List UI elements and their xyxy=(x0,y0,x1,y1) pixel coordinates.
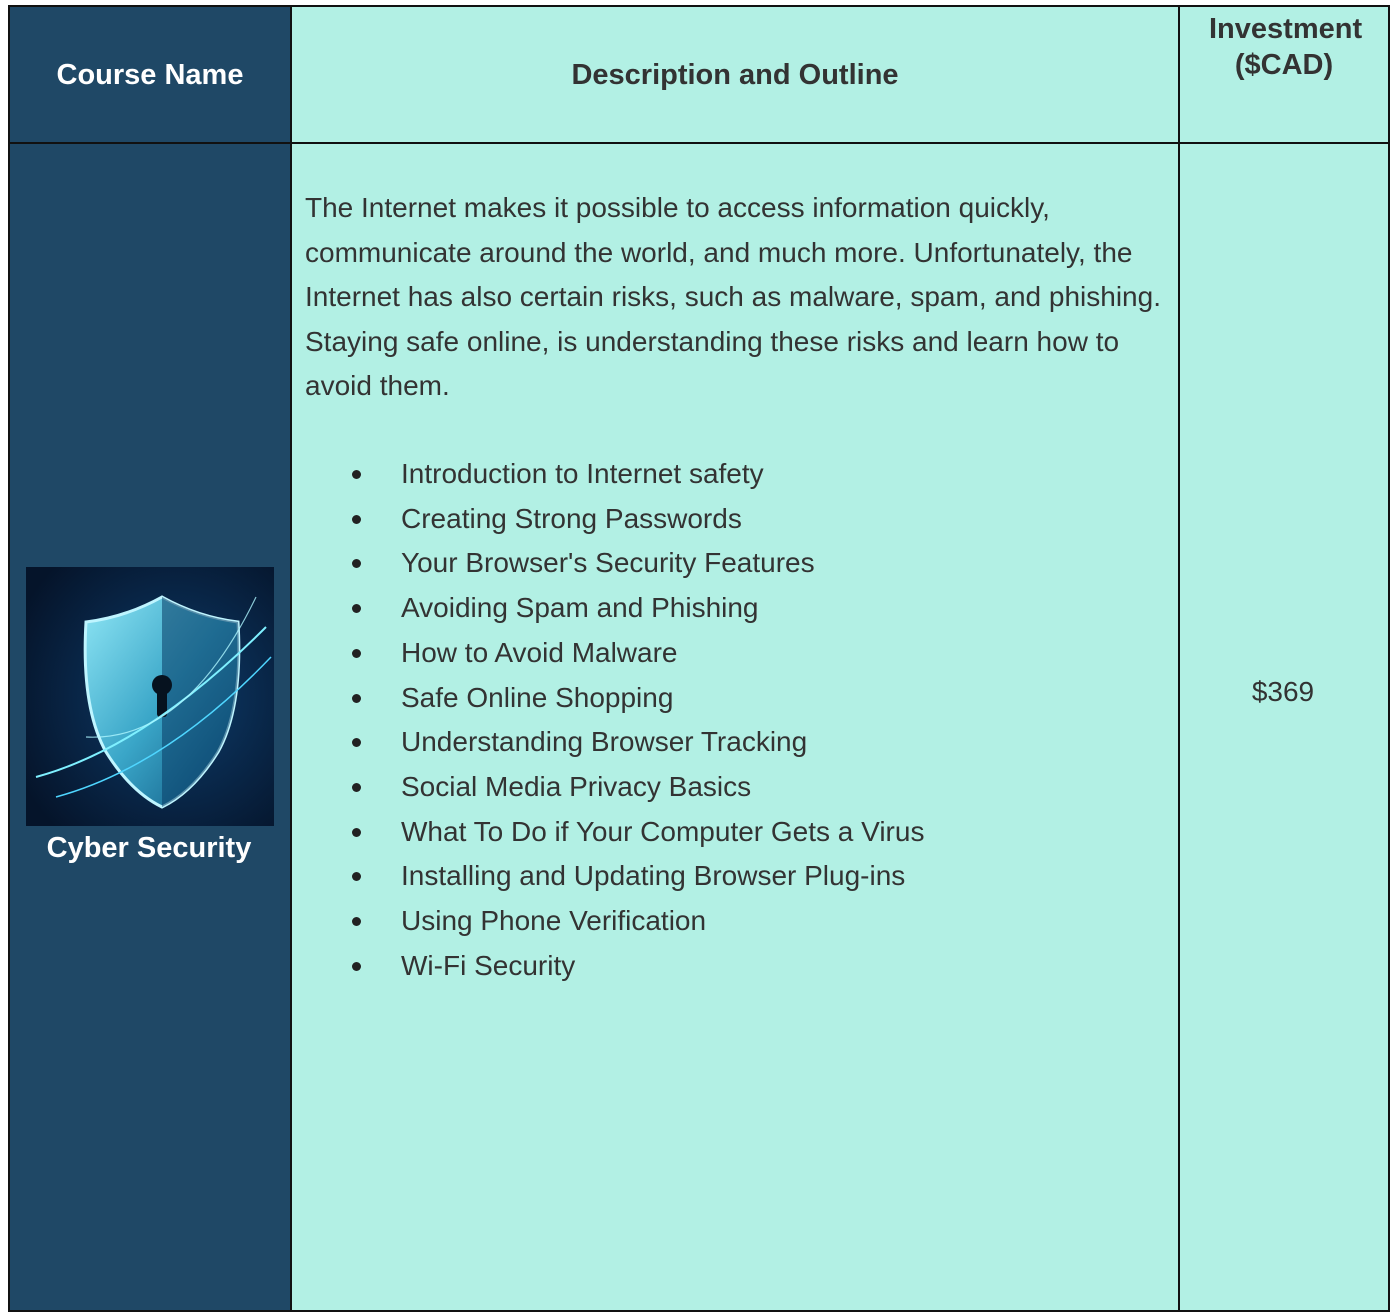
outline-item: Creating Strong Passwords xyxy=(352,497,924,542)
outline-item: Wi-Fi Security xyxy=(352,944,924,989)
outline-list: Introduction to Internet safety Creating … xyxy=(352,452,924,988)
header-cell: Investment ($CAD) xyxy=(1178,5,1390,144)
description: The Internet makes it possible to access… xyxy=(305,192,1161,401)
outline-item: How to Avoid Malware xyxy=(352,631,924,676)
header-text: Course Name xyxy=(56,58,244,91)
description-cell xyxy=(290,142,1180,1312)
outline-item: Safe Online Shopping xyxy=(352,676,924,721)
header-cell: Description and Outline xyxy=(290,5,1180,144)
course-image xyxy=(26,567,274,826)
outline-item: Introduction to Internet safety xyxy=(352,452,924,497)
outline-item: Understanding Browser Tracking xyxy=(352,720,924,765)
outline-item: What To Do if Your Computer Gets a Virus xyxy=(352,810,924,855)
price-cell xyxy=(1178,142,1390,1312)
outline-item: Using Phone Verification xyxy=(352,899,924,944)
price: $369 xyxy=(1251,676,1315,707)
course-name: Cyber Security xyxy=(46,832,252,864)
outline-item: Social Media Privacy Basics xyxy=(352,765,924,810)
outline-item: Avoiding Spam and Phishing xyxy=(352,586,924,631)
header-cell: Course Name xyxy=(8,5,292,144)
header-text: Description and Outline xyxy=(571,58,899,91)
header-text: Investment ($CAD) xyxy=(1209,13,1363,81)
outline-item: Installing and Updating Browser Plug-ins xyxy=(352,854,924,899)
outline-item: Your Browser's Security Features xyxy=(352,541,924,586)
